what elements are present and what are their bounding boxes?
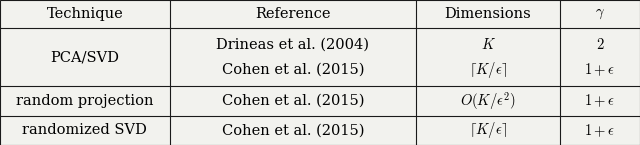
Text: $\gamma$: $\gamma$	[595, 7, 605, 21]
Text: Dimensions: Dimensions	[445, 7, 531, 21]
Text: $1+\epsilon$: $1+\epsilon$	[584, 62, 616, 78]
Text: $\lceil K/\epsilon \rceil$: $\lceil K/\epsilon \rceil$	[469, 60, 507, 80]
Text: PCA/SVD: PCA/SVD	[51, 50, 119, 64]
Text: randomized SVD: randomized SVD	[22, 123, 147, 137]
Text: Cohen et al. (2015): Cohen et al. (2015)	[221, 63, 364, 77]
Text: $1+\epsilon$: $1+\epsilon$	[584, 93, 616, 109]
Text: $1+\epsilon$: $1+\epsilon$	[584, 122, 616, 139]
Text: $2$: $2$	[596, 37, 604, 52]
Text: Cohen et al. (2015): Cohen et al. (2015)	[221, 123, 364, 137]
Text: $\lceil K/\epsilon \rceil$: $\lceil K/\epsilon \rceil$	[469, 120, 507, 140]
Text: random projection: random projection	[16, 94, 154, 108]
Text: Technique: Technique	[47, 7, 123, 21]
Text: Drineas et al. (2004): Drineas et al. (2004)	[216, 37, 369, 51]
Text: $O(K/\epsilon^2)$: $O(K/\epsilon^2)$	[460, 90, 516, 112]
Text: $K$: $K$	[481, 37, 495, 52]
Text: Reference: Reference	[255, 7, 330, 21]
Text: Cohen et al. (2015): Cohen et al. (2015)	[221, 94, 364, 108]
